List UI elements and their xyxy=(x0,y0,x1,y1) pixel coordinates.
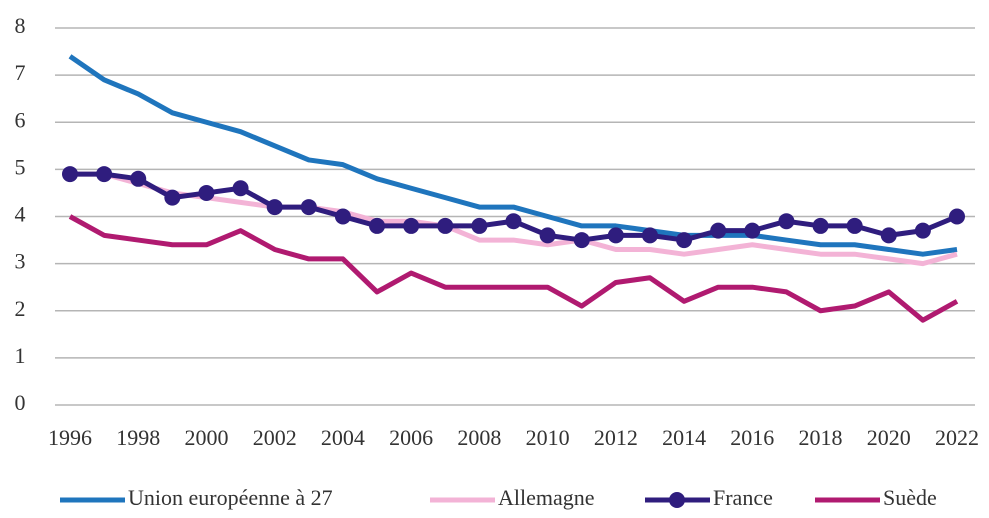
x-tick-label: 2022 xyxy=(935,425,979,450)
x-tick-label: 1996 xyxy=(48,425,92,450)
y-tick-label: 3 xyxy=(15,249,26,274)
point xyxy=(62,166,78,183)
x-tick-label: 2012 xyxy=(594,425,638,450)
point xyxy=(437,217,454,234)
point xyxy=(539,227,556,244)
point xyxy=(710,222,727,239)
line-series xyxy=(68,214,959,323)
point xyxy=(949,208,965,225)
point xyxy=(232,180,249,197)
point xyxy=(471,217,488,234)
x-tick-label: 2020 xyxy=(867,425,911,450)
x-tick-label: 2008 xyxy=(457,425,501,450)
y-tick-label: 6 xyxy=(15,107,26,132)
legend-label: Allemagne xyxy=(498,485,595,510)
y-tick-label: 2 xyxy=(15,296,26,321)
x-tick-label: 2000 xyxy=(184,425,228,450)
point xyxy=(505,213,522,230)
y-tick-label: 8 xyxy=(15,13,26,38)
legend-label: Suède xyxy=(883,485,937,510)
line-series xyxy=(70,171,958,267)
point xyxy=(641,227,658,244)
legend-marker xyxy=(669,492,685,508)
y-tick-label: 1 xyxy=(15,343,26,368)
point xyxy=(96,166,113,183)
point xyxy=(880,227,897,244)
point xyxy=(164,189,181,206)
point xyxy=(676,232,693,249)
x-tick-label: 2014 xyxy=(662,425,706,450)
legend-label: France xyxy=(713,485,773,510)
point xyxy=(266,199,283,216)
x-tick-label: 2006 xyxy=(389,425,433,450)
point xyxy=(846,217,863,234)
x-tick-label: 2002 xyxy=(253,425,297,450)
point xyxy=(369,217,386,234)
point xyxy=(812,217,829,234)
point xyxy=(198,184,215,201)
y-tick-label: 5 xyxy=(15,154,26,179)
point xyxy=(744,222,761,239)
point xyxy=(334,208,351,225)
x-tick-label: 1998 xyxy=(116,425,160,450)
line-series xyxy=(68,54,958,257)
point xyxy=(300,199,317,216)
point xyxy=(607,227,624,244)
point xyxy=(403,217,420,234)
point xyxy=(130,170,147,187)
x-tick-label: 2016 xyxy=(730,425,774,450)
legend-label: Union européenne à 27 xyxy=(128,485,333,510)
y-tick-label: 0 xyxy=(15,390,26,415)
point xyxy=(573,232,590,249)
x-tick-label: 2010 xyxy=(526,425,570,450)
y-tick-label: 7 xyxy=(15,60,26,85)
point xyxy=(914,222,931,239)
x-tick-label: 2018 xyxy=(799,425,843,450)
point xyxy=(778,213,795,230)
y-tick-label: 4 xyxy=(15,202,26,227)
x-tick-label: 2004 xyxy=(321,425,365,450)
